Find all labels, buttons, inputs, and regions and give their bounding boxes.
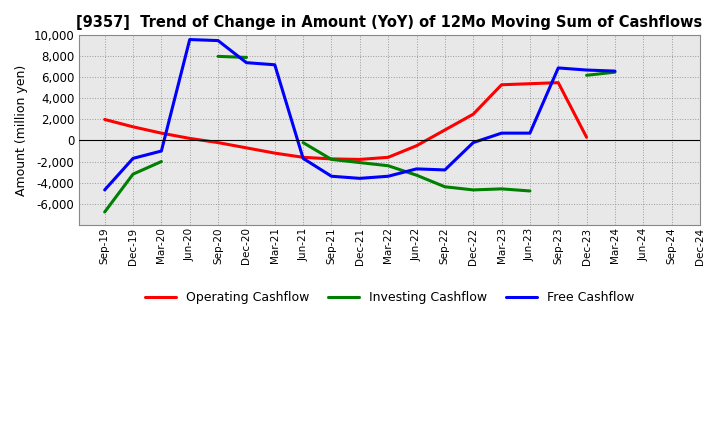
Operating Cashflow: [100, 117, 109, 122]
Free Cashflow: [554, 65, 562, 70]
Legend: Operating Cashflow, Investing Cashflow, Free Cashflow: Operating Cashflow, Investing Cashflow, …: [140, 286, 639, 309]
Operating Cashflow: [498, 82, 506, 88]
Line: Investing Cashflow: Investing Cashflow: [104, 161, 161, 212]
Free Cashflow: [412, 166, 420, 172]
Free Cashflow: [498, 131, 506, 136]
Free Cashflow: [271, 62, 279, 67]
Operating Cashflow: [554, 80, 562, 85]
Free Cashflow: [100, 187, 109, 193]
Operating Cashflow: [271, 150, 279, 156]
Investing Cashflow: [100, 209, 109, 215]
Free Cashflow: [214, 38, 222, 43]
Line: Free Cashflow: Free Cashflow: [104, 40, 615, 190]
Operating Cashflow: [327, 156, 336, 161]
Operating Cashflow: [526, 81, 534, 86]
Free Cashflow: [157, 148, 166, 154]
Investing Cashflow: [157, 159, 166, 164]
Free Cashflow: [242, 60, 251, 65]
Free Cashflow: [441, 167, 449, 172]
Free Cashflow: [186, 37, 194, 42]
Y-axis label: Amount (million yen): Amount (million yen): [15, 64, 28, 196]
Operating Cashflow: [356, 157, 364, 162]
Operating Cashflow: [242, 145, 251, 150]
Free Cashflow: [299, 156, 307, 161]
Title: [9357]  Trend of Change in Amount (YoY) of 12Mo Moving Sum of Cashflows: [9357] Trend of Change in Amount (YoY) o…: [76, 15, 703, 30]
Free Cashflow: [611, 69, 619, 74]
Operating Cashflow: [299, 155, 307, 160]
Operating Cashflow: [469, 112, 477, 117]
Operating Cashflow: [214, 140, 222, 145]
Operating Cashflow: [412, 143, 420, 148]
Free Cashflow: [384, 174, 392, 179]
Operating Cashflow: [384, 155, 392, 160]
Free Cashflow: [469, 140, 477, 145]
Free Cashflow: [356, 176, 364, 181]
Free Cashflow: [327, 174, 336, 179]
Operating Cashflow: [186, 136, 194, 141]
Investing Cashflow: [129, 172, 138, 177]
Line: Operating Cashflow: Operating Cashflow: [104, 83, 587, 159]
Operating Cashflow: [582, 135, 591, 140]
Free Cashflow: [129, 156, 138, 161]
Operating Cashflow: [129, 124, 138, 129]
Operating Cashflow: [441, 127, 449, 132]
Operating Cashflow: [157, 131, 166, 136]
Free Cashflow: [526, 131, 534, 136]
Free Cashflow: [582, 67, 591, 73]
